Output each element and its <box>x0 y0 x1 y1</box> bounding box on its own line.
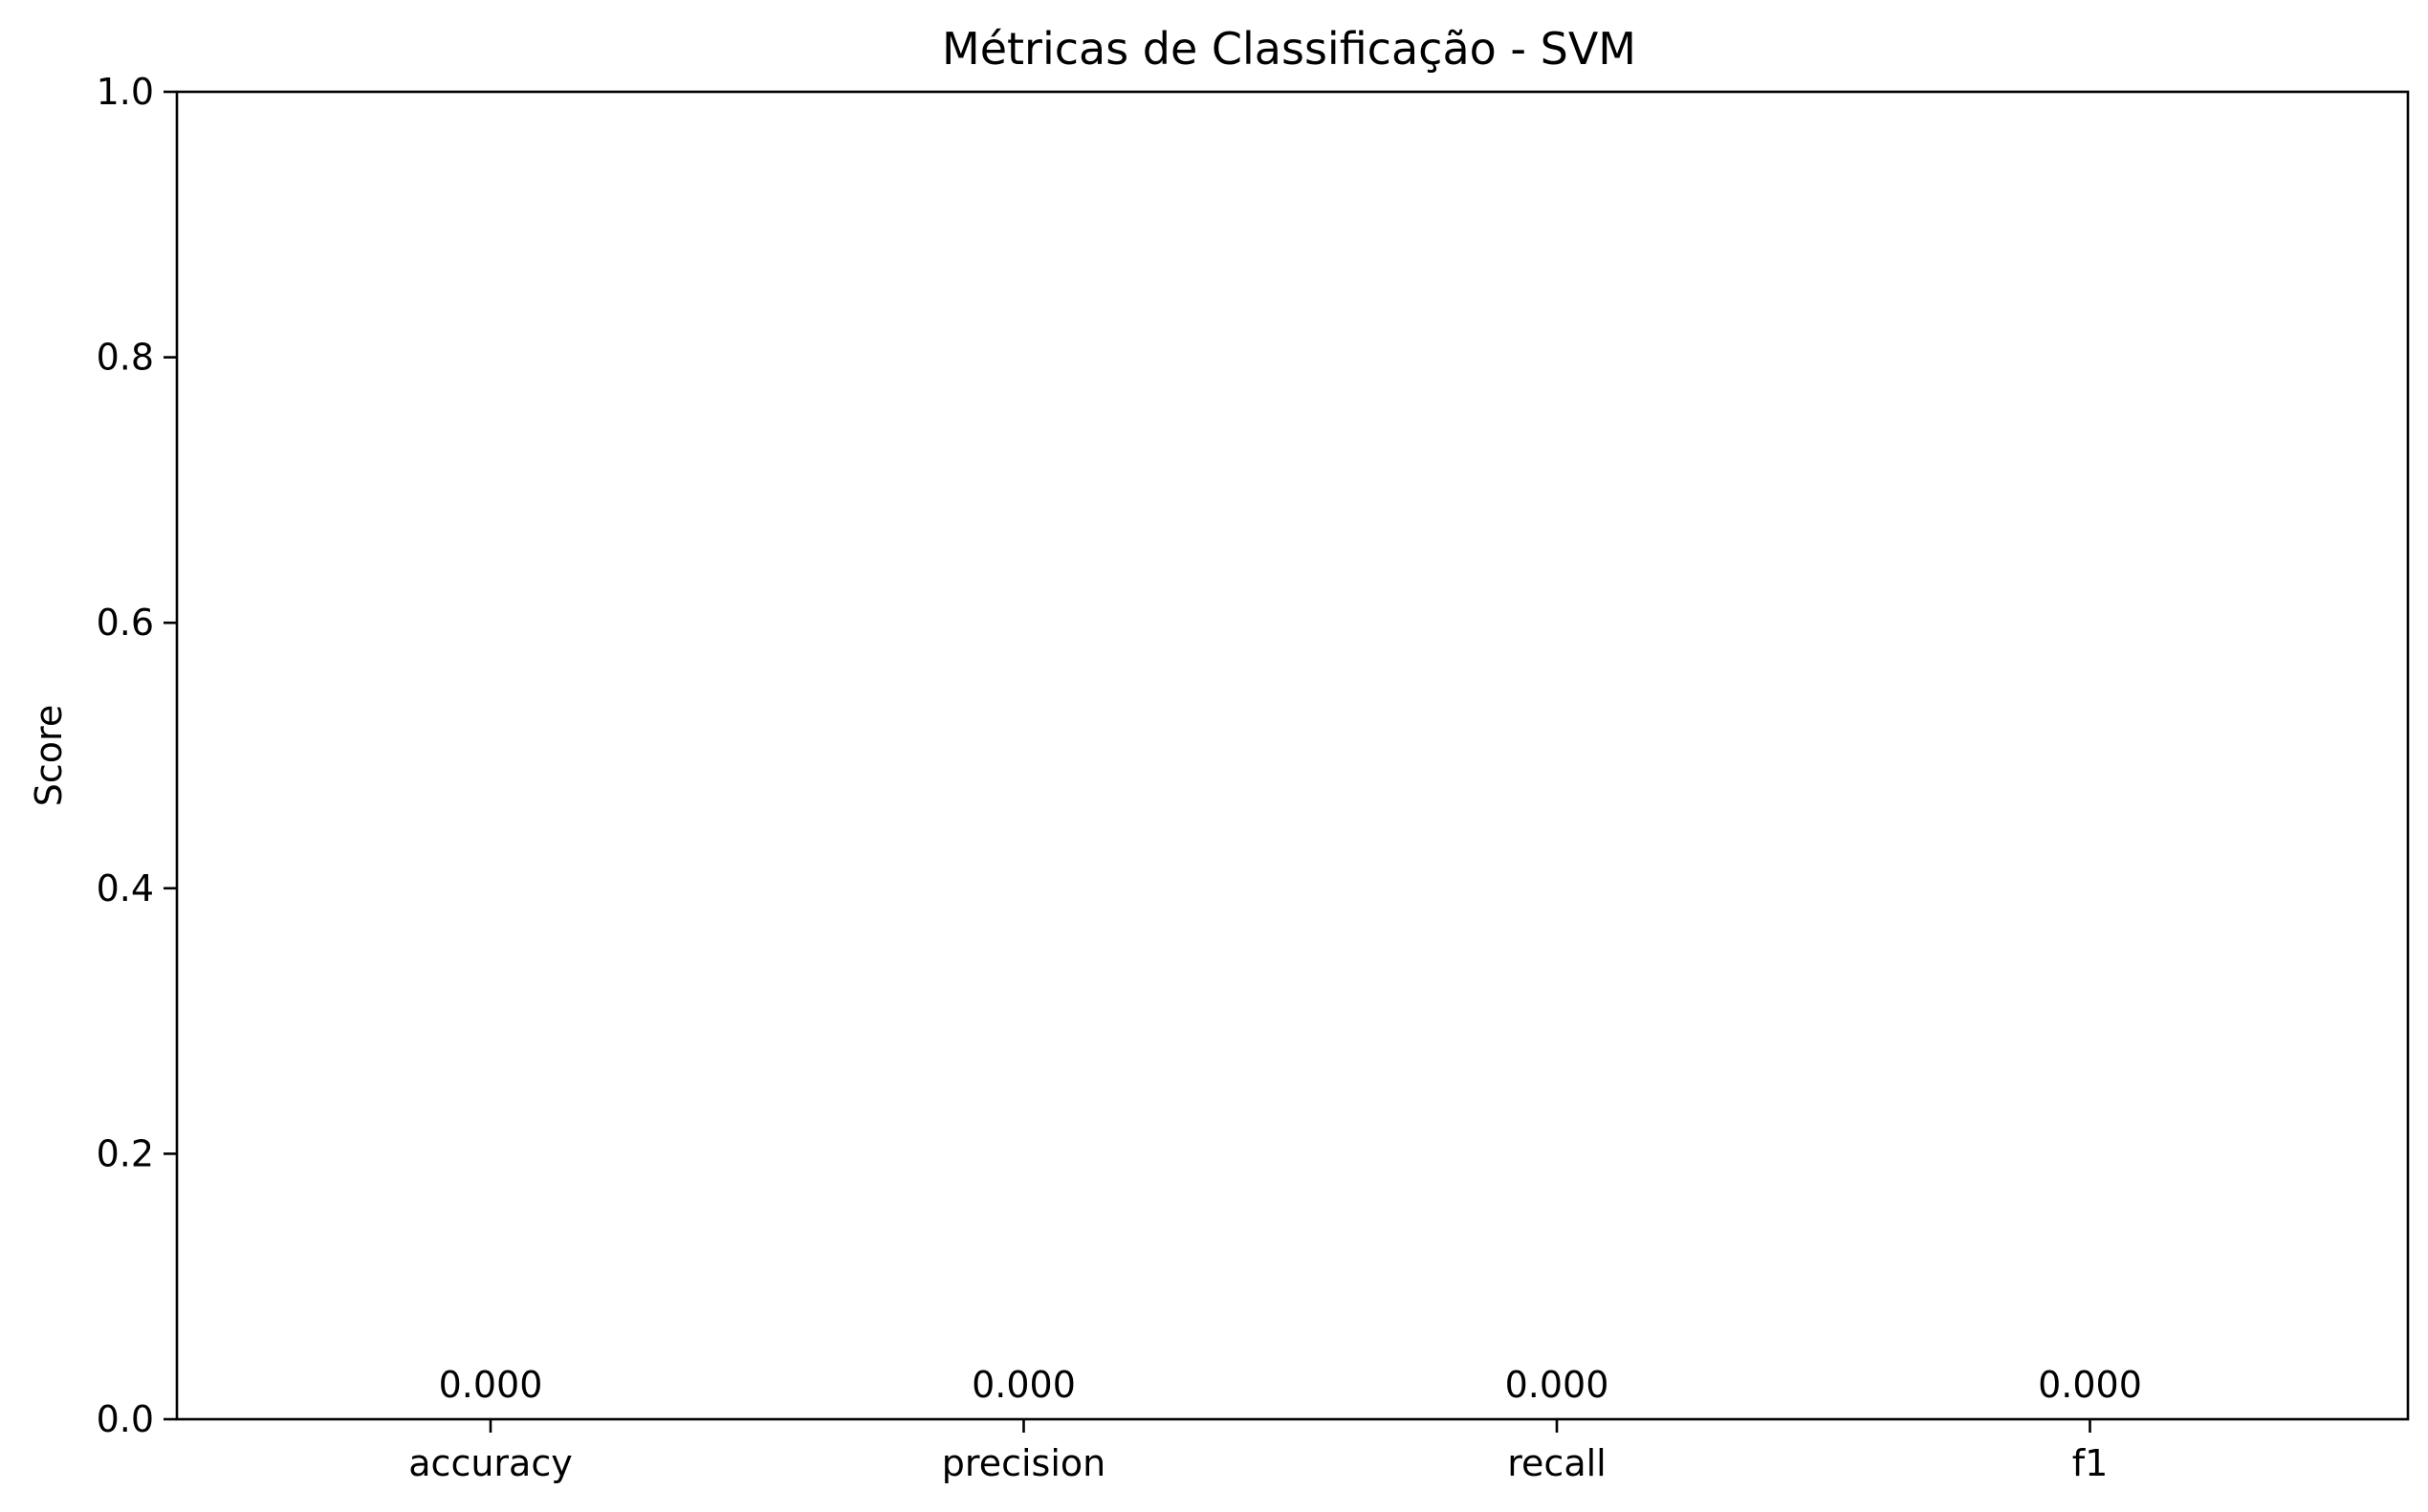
y-tick-label: 0.4 <box>97 867 154 909</box>
x-tick-label: recall <box>1507 1442 1606 1484</box>
x-tick-label: f1 <box>2072 1442 2109 1484</box>
chart-title: Métricas de Classificação - SVM <box>942 23 1636 75</box>
x-tick-label: precision <box>942 1442 1105 1484</box>
y-tick-label: 0.8 <box>97 337 154 379</box>
data-label-precision: 0.000 <box>972 1364 1076 1406</box>
y-tick-label: 1.0 <box>97 71 154 113</box>
y-tick-label: 0.0 <box>97 1398 154 1440</box>
data-label-recall: 0.000 <box>1505 1364 1609 1406</box>
y-tick-label: 0.2 <box>97 1132 154 1174</box>
x-tick-label: accuracy <box>408 1442 572 1484</box>
y-axis-ticks: 0.0 0.2 0.4 0.6 0.8 1.0 <box>97 71 177 1440</box>
data-label-accuracy: 0.000 <box>439 1364 543 1406</box>
x-axis-ticks: accuracy precision recall f1 <box>408 1419 2108 1484</box>
data-labels: 0.000 0.000 0.000 0.000 <box>439 1364 2142 1406</box>
data-label-f1: 0.000 <box>2038 1364 2142 1406</box>
y-tick-label: 0.6 <box>97 602 154 644</box>
plot-area-frame <box>175 90 2410 1421</box>
y-axis-label: Score <box>28 705 70 806</box>
